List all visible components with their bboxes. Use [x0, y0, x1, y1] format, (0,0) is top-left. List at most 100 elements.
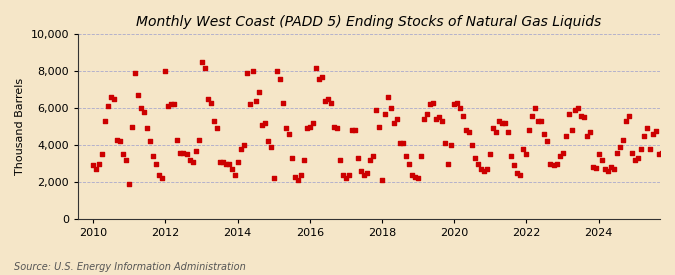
- Point: [244, 102, 255, 107]
- Point: [199, 65, 210, 70]
- Point: [557, 150, 568, 155]
- Point: [371, 108, 381, 112]
- Point: [422, 112, 433, 116]
- Point: [103, 104, 113, 109]
- Point: [578, 115, 589, 120]
- Point: [494, 119, 505, 123]
- Point: [488, 126, 499, 131]
- Point: [196, 60, 207, 64]
- Point: [635, 147, 646, 151]
- Point: [542, 139, 553, 144]
- Point: [100, 119, 111, 123]
- Point: [302, 126, 313, 131]
- Point: [284, 132, 294, 136]
- Point: [115, 139, 126, 144]
- Point: [503, 130, 514, 134]
- Point: [319, 99, 330, 103]
- Point: [346, 128, 357, 133]
- Point: [524, 128, 535, 133]
- Point: [554, 154, 565, 158]
- Point: [385, 106, 396, 110]
- Point: [620, 119, 631, 123]
- Point: [223, 161, 234, 166]
- Point: [446, 143, 456, 147]
- Point: [662, 167, 673, 171]
- Point: [352, 156, 363, 160]
- Point: [392, 117, 402, 122]
- Point: [362, 170, 373, 175]
- Point: [247, 69, 258, 73]
- Point: [230, 172, 240, 177]
- Point: [485, 152, 495, 156]
- Point: [572, 106, 583, 110]
- Point: [407, 172, 418, 177]
- Point: [280, 126, 291, 131]
- Point: [163, 104, 174, 109]
- Point: [452, 100, 462, 105]
- Point: [356, 169, 367, 173]
- Point: [151, 161, 162, 166]
- Point: [317, 75, 327, 79]
- Point: [379, 112, 390, 116]
- Point: [338, 172, 348, 177]
- Point: [358, 172, 369, 177]
- Point: [214, 160, 225, 164]
- Point: [566, 128, 577, 133]
- Point: [563, 112, 574, 116]
- Point: [118, 152, 129, 156]
- Point: [109, 97, 119, 101]
- Point: [410, 174, 421, 179]
- Point: [211, 126, 222, 131]
- Point: [133, 93, 144, 97]
- Point: [304, 125, 315, 129]
- Point: [491, 130, 502, 134]
- Point: [479, 169, 490, 173]
- Point: [605, 165, 616, 169]
- Point: [208, 119, 219, 123]
- Point: [145, 139, 156, 144]
- Point: [160, 69, 171, 73]
- Point: [530, 106, 541, 110]
- Point: [292, 178, 303, 182]
- Point: [500, 121, 511, 125]
- Point: [584, 130, 595, 134]
- Point: [623, 113, 634, 118]
- Point: [290, 174, 300, 179]
- Point: [178, 150, 189, 155]
- Point: [464, 130, 475, 134]
- Point: [374, 125, 385, 129]
- Point: [425, 102, 435, 107]
- Point: [659, 165, 670, 169]
- Point: [389, 121, 400, 125]
- Point: [383, 95, 394, 99]
- Point: [418, 117, 429, 122]
- Point: [473, 161, 484, 166]
- Point: [250, 99, 261, 103]
- Point: [232, 160, 243, 164]
- Point: [263, 139, 273, 144]
- Point: [602, 169, 613, 173]
- Point: [641, 126, 652, 131]
- Point: [220, 161, 231, 166]
- Point: [94, 161, 105, 166]
- Point: [449, 102, 460, 107]
- Point: [629, 158, 640, 162]
- Y-axis label: Thousand Barrels: Thousand Barrels: [15, 78, 25, 175]
- Point: [412, 176, 423, 181]
- Point: [139, 110, 150, 114]
- Point: [587, 165, 598, 169]
- Point: [265, 145, 276, 149]
- Point: [368, 154, 379, 158]
- Point: [395, 141, 406, 145]
- Point: [401, 154, 412, 158]
- Point: [166, 102, 177, 107]
- Point: [127, 125, 138, 129]
- Point: [238, 143, 249, 147]
- Point: [533, 119, 544, 123]
- Point: [277, 100, 288, 105]
- Point: [398, 141, 408, 145]
- Point: [612, 150, 622, 155]
- Point: [377, 178, 387, 182]
- Point: [458, 113, 468, 118]
- Point: [130, 71, 141, 75]
